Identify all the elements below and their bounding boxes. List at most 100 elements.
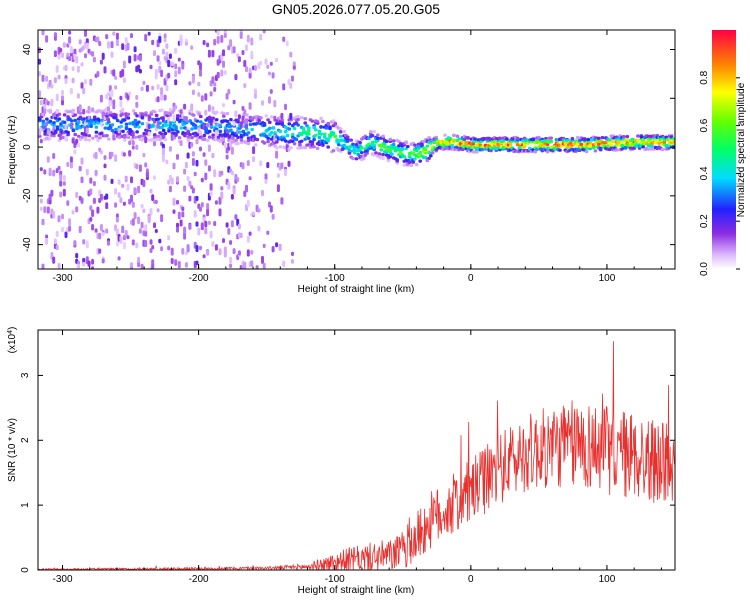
spectrogram-cell [124, 127, 129, 131]
spectrogram-cell [151, 245, 155, 250]
spectrogram-cell [225, 93, 229, 100]
spectrogram-cell [68, 55, 72, 62]
spectrogram-cell [114, 85, 118, 90]
spectrogram-cell [191, 113, 196, 117]
spectrogram-cell [183, 232, 187, 240]
spectrogram-cell [75, 55, 79, 64]
spectrogram-cell [653, 138, 658, 142]
spectrogram-cell [59, 191, 63, 198]
spectrogram-cell [237, 130, 242, 134]
spectrogram-cell [137, 120, 141, 124]
spectrogram-cell [222, 238, 225, 243]
spectrogram-cell [360, 146, 364, 150]
spectrogram-cell [280, 118, 284, 122]
spectrogram-cell [110, 151, 114, 157]
spectrogram-cell [269, 131, 274, 135]
spectrogram-cell [103, 174, 107, 181]
spectrogram-cell [48, 110, 53, 114]
spectrogram-cell [206, 42, 210, 48]
colorbar-ramp [712, 30, 736, 269]
spectrogram-cell [87, 134, 92, 138]
spectrogram-cell [149, 188, 153, 194]
spectrogram-cell [107, 117, 110, 123]
spectrogram-cell [160, 246, 164, 252]
spectrogram-cell [264, 58, 268, 65]
spectrogram-cell [285, 40, 289, 47]
spectrogram-cell [119, 95, 123, 101]
spectrogram-cell [252, 156, 256, 163]
spectrogram-cell [149, 248, 153, 253]
spectrogram-cell [414, 162, 419, 167]
spectrogram-cell [296, 115, 300, 119]
spectrogram-cell [268, 133, 272, 137]
spectrogram-cell [218, 248, 222, 256]
spectrogram-cell [195, 133, 200, 137]
spectrogram-cell [630, 137, 635, 141]
spectrogram-cell [96, 71, 100, 78]
spectrogram-cell [91, 209, 95, 217]
spectrogram-cell [275, 150, 279, 159]
spectrogram-cell [131, 145, 135, 150]
spectrogram-cell [59, 47, 63, 53]
spectrogram-cell [105, 112, 109, 116]
spectrogram-cell [195, 159, 199, 167]
spectrogram-cell [372, 146, 376, 150]
spectrogram-cell [291, 251, 294, 257]
spectrogram-cell [269, 61, 273, 66]
spectrogram-cell [324, 126, 329, 130]
spectrogram-cell [114, 154, 118, 162]
spectrogram-cell [158, 36, 162, 43]
spectrogram-cell [222, 60, 225, 68]
spectrogram-cell [351, 156, 355, 161]
spectrogram-cell [209, 230, 213, 239]
spectrogram-cell [126, 42, 130, 51]
spectrogram-cell [160, 108, 164, 112]
spectrogram-cell [197, 92, 201, 97]
spectrogram-cell [211, 106, 215, 111]
spectrogram-cell [168, 185, 172, 193]
spectrogram-cell [188, 81, 192, 86]
spectrogram-cell [144, 162, 148, 168]
spectrogram-cell [92, 197, 96, 204]
spectrogram-cell [112, 103, 116, 110]
spectrogram-cell [261, 255, 264, 264]
spectrogram-cell [292, 142, 297, 146]
spectrogram-cell [289, 51, 293, 58]
spectrogram-cell [167, 72, 171, 79]
spectrogram-cell [80, 197, 84, 204]
spectrogram-cell [183, 134, 187, 138]
spectrogram-cell [243, 60, 247, 68]
spectrogram-cell [299, 116, 304, 120]
spectrogram-cell [131, 140, 135, 146]
spectrogram-cell [646, 147, 651, 151]
spectrogram-cell [177, 211, 181, 220]
spectrogram-cell [360, 151, 364, 155]
spectrogram-cell [239, 31, 243, 39]
spectrogram-cell [207, 135, 212, 139]
spectrogram-cell [59, 174, 63, 181]
spectrogram-cell [114, 113, 118, 117]
spectrogram-cell [170, 133, 174, 141]
spectrogram-cell [167, 59, 171, 68]
spectrogram-cell [246, 139, 251, 143]
spectrogram-cell [317, 142, 322, 147]
spectrogram-cell [108, 111, 113, 115]
spectrogram-cell [186, 135, 191, 139]
spectrogram-cell [535, 147, 539, 151]
spectrogram-cell [172, 136, 177, 140]
spectrogram-cell [262, 122, 267, 126]
spectrogram-cell [163, 94, 167, 101]
spectrogram-cell [114, 75, 118, 80]
spectrogram-cell [391, 139, 396, 143]
spectrogram-cell [153, 110, 157, 114]
spectrogram-cell [200, 177, 204, 183]
spectrogram-cell [395, 158, 399, 162]
spectrogram-cell [163, 38, 167, 43]
spectrogram-cell [195, 260, 199, 266]
spectrogram-cell [96, 36, 100, 43]
spectrogram-cell [326, 145, 330, 149]
spectrogram-cell [75, 206, 79, 213]
spectrogram-cell [160, 92, 164, 101]
spectrogram-cell [179, 219, 183, 227]
spectrogram-cell [78, 165, 82, 172]
